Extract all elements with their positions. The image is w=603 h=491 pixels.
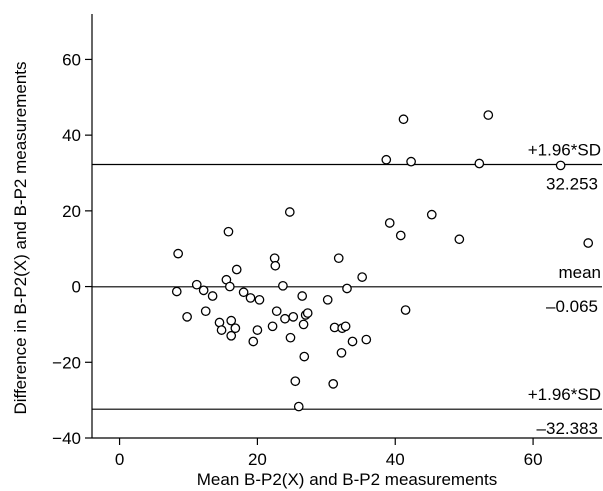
data-point bbox=[328, 379, 339, 389]
data-point bbox=[173, 248, 183, 259]
data-point bbox=[254, 294, 265, 305]
y-tick-label: −20 bbox=[52, 353, 81, 372]
data-point bbox=[290, 376, 301, 387]
y-tick-label: 40 bbox=[62, 126, 81, 145]
y-tick-label: 60 bbox=[62, 50, 81, 69]
data-point bbox=[278, 280, 288, 291]
data-point bbox=[224, 281, 235, 292]
y-axis-ticks: −40 −20 0 20 40 60 bbox=[52, 50, 92, 448]
data-point bbox=[200, 306, 211, 317]
x-tick-label: 20 bbox=[248, 450, 267, 469]
y-axis-title: Difference in B-P2(X) and B-P2 measureme… bbox=[11, 61, 30, 414]
data-point bbox=[483, 110, 494, 120]
data-point bbox=[395, 230, 406, 241]
data-point bbox=[342, 283, 352, 294]
data-point bbox=[191, 279, 202, 290]
x-axis-title: Mean B-P2(X) and B-P2 measurements bbox=[197, 470, 497, 489]
mean-value: –0.065 bbox=[546, 297, 598, 316]
x-axis-ticks: 0 20 40 60 bbox=[115, 438, 543, 469]
data-point bbox=[361, 334, 372, 345]
data-point bbox=[271, 306, 282, 317]
plot-frame bbox=[91, 14, 602, 439]
data-point bbox=[381, 154, 392, 165]
data-point bbox=[171, 286, 182, 297]
data-point bbox=[357, 272, 368, 282]
data-point bbox=[384, 218, 395, 228]
data-point bbox=[333, 253, 344, 264]
data-point bbox=[231, 264, 242, 275]
y-tick-label: −40 bbox=[52, 429, 81, 448]
data-point bbox=[336, 347, 347, 358]
x-tick-label: 60 bbox=[524, 450, 543, 469]
data-point bbox=[223, 226, 234, 237]
x-tick-label: 0 bbox=[115, 450, 124, 469]
data-point bbox=[297, 291, 308, 301]
reference-lines: +1.96*SD 32.253 mean –0.065 +1.96*SD –32.383 bbox=[92, 140, 602, 438]
data-point bbox=[252, 325, 263, 335]
data-point bbox=[288, 312, 299, 322]
mean-label: mean bbox=[558, 263, 601, 282]
lower-limit-label: +1.96*SD bbox=[528, 385, 601, 404]
data-point bbox=[322, 294, 333, 305]
data-point bbox=[226, 315, 237, 326]
data-point bbox=[400, 305, 411, 315]
data-point bbox=[406, 156, 416, 167]
data-point bbox=[454, 234, 465, 245]
data-point bbox=[207, 291, 218, 301]
data-point bbox=[340, 321, 351, 332]
upper-limit-label: +1.96*SD bbox=[528, 140, 601, 159]
data-point bbox=[285, 332, 296, 343]
y-tick-label: 20 bbox=[62, 202, 81, 221]
data-point bbox=[182, 312, 192, 322]
data-point bbox=[238, 287, 249, 298]
data-point bbox=[216, 325, 227, 335]
data-point bbox=[299, 351, 310, 362]
data-point bbox=[284, 207, 295, 217]
data-point bbox=[426, 209, 437, 220]
data-point bbox=[245, 293, 256, 303]
data-point bbox=[347, 336, 358, 347]
y-tick-label: 0 bbox=[72, 278, 81, 297]
upper-limit-value: 32.253 bbox=[546, 174, 598, 193]
data-point bbox=[583, 238, 594, 248]
data-points bbox=[171, 110, 594, 412]
data-point bbox=[226, 330, 237, 341]
data-point bbox=[280, 313, 290, 324]
x-tick-label: 40 bbox=[386, 450, 405, 469]
data-point bbox=[293, 401, 304, 412]
data-point bbox=[267, 321, 278, 332]
data-point bbox=[398, 114, 409, 125]
data-point bbox=[230, 323, 241, 334]
data-point bbox=[270, 260, 281, 271]
data-point bbox=[248, 336, 259, 347]
data-point bbox=[555, 160, 566, 171]
lower-limit-value: –32.383 bbox=[537, 419, 598, 438]
data-point bbox=[302, 308, 313, 318]
data-point bbox=[198, 285, 209, 296]
data-point bbox=[474, 158, 485, 169]
data-point bbox=[298, 319, 309, 330]
